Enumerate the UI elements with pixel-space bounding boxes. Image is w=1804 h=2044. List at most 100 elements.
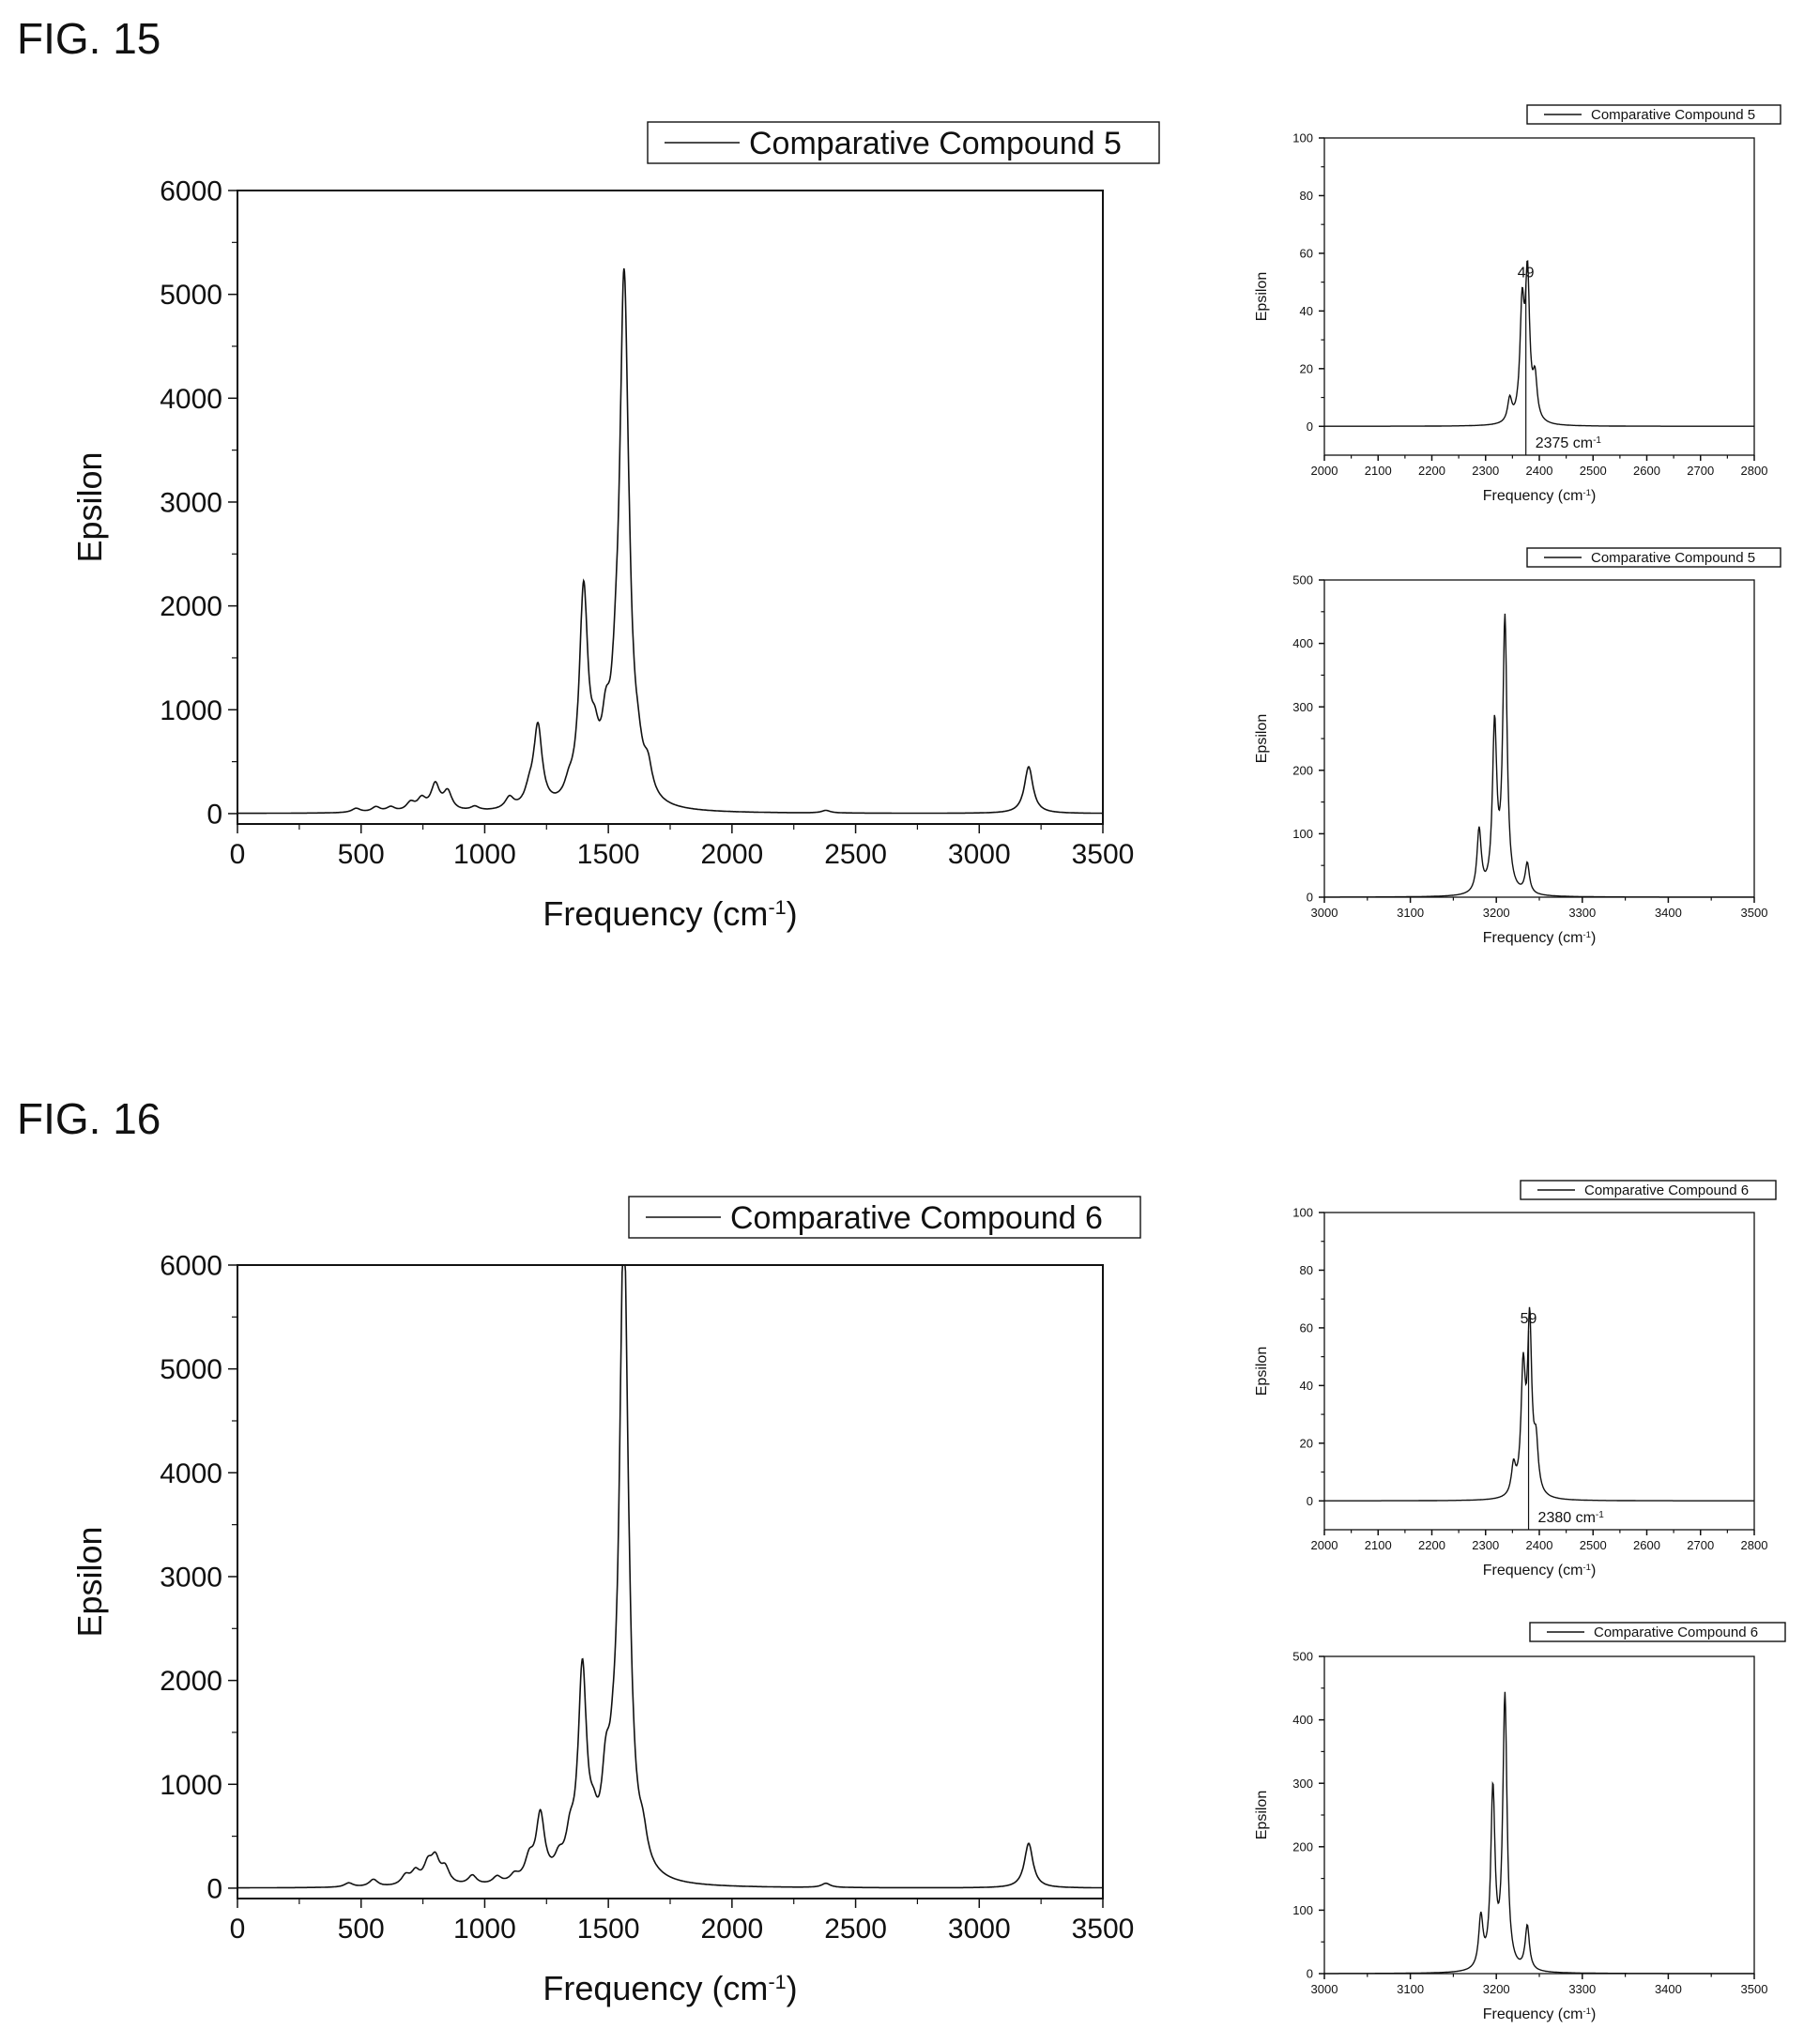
chart-2: 2000 2100 2200 2300 2400 2500 2600 2700 2800 0 20 4… (1254, 104, 1781, 505)
x-tick-label: 2300 (1472, 1538, 1499, 1552)
x-tick-label: 2100 (1365, 1538, 1392, 1552)
legend-label: Comparative Compound 6 (1594, 1625, 1758, 1640)
y-tick-label: 4000 (160, 1458, 222, 1489)
y-tick-label: 400 (1292, 636, 1313, 650)
legend-label: Comparative Compound 6 (1584, 1182, 1749, 1198)
legend-label: Comparative Compound 5 (1591, 550, 1755, 566)
x-axis-label: Frequency (cm-1) (543, 1969, 797, 2007)
x-tick-label: 2100 (1365, 464, 1392, 478)
x-tick-label: 3000 (1311, 906, 1338, 920)
x-tick-label: 2500 (824, 1914, 887, 1945)
y-tick-label: 0 (1307, 419, 1313, 434)
x-tick-label: 2200 (1418, 1538, 1445, 1552)
x-tick-label: 2000 (1311, 1538, 1338, 1552)
x-tick-label: 2800 (1741, 464, 1768, 478)
x-tick-label: 1500 (577, 839, 640, 870)
series-line (1324, 1306, 1754, 1502)
y-tick-label: 6000 (160, 1251, 222, 1282)
x-tick-label: 500 (338, 1914, 385, 1945)
x-tick-label: 500 (338, 839, 385, 870)
x-tick-label: 2700 (1687, 464, 1714, 478)
y-tick-label: 400 (1292, 1713, 1313, 1727)
y-tick-label: 200 (1292, 763, 1313, 777)
y-tick-label: 0 (206, 1873, 222, 1904)
x-tick-label: 3100 (1397, 906, 1424, 920)
x-tick-label: 1000 (453, 1914, 516, 1945)
chart-3: 3000 3100 3200 3300 3400 3500 0 100 200 300 400 500… (1254, 547, 1781, 947)
x-tick-label: 2600 (1633, 464, 1660, 478)
y-axis-label: Epsilon (1254, 1347, 1270, 1396)
chart-5: 2000 2100 2200 2300 2400 2500 2600 2700 2800 0 20 4… (1254, 1180, 1777, 1579)
x-axis-label: Frequency (cm-1) (1483, 1563, 1597, 1579)
x-tick-label: 3300 (1568, 1982, 1596, 1996)
chart-4: 0 500 1000 1500 2000 2500 3000 3500 0 1000 2000 300… (70, 1196, 1141, 2007)
y-tick-label: 40 (1300, 304, 1313, 318)
x-axis-label: Frequency (cm-1) (1483, 2006, 1597, 2023)
series-line (237, 1264, 1103, 1889)
x-tick-label: 2500 (1580, 464, 1607, 478)
legend-box (1526, 547, 1781, 568)
x-tick-label: 1500 (577, 1914, 640, 1945)
x-tick-label: 2000 (1311, 464, 1338, 478)
y-tick-label: 0 (1307, 891, 1313, 905)
x-tick-label: 2300 (1472, 464, 1499, 478)
x-tick-label: 2500 (824, 839, 887, 870)
plot-frame (237, 190, 1104, 825)
legend-box (1520, 1180, 1777, 1200)
y-axis-label: Epsilon (1254, 272, 1270, 321)
y-axis-label: Epsilon (1254, 1791, 1270, 1839)
peak-value-label: 49 (1518, 266, 1535, 282)
x-tick-label: 1000 (453, 839, 516, 870)
y-tick-label: 2000 (160, 1666, 222, 1697)
x-axis-label: Frequency (cm-1) (1483, 930, 1597, 947)
x-tick-label: 3200 (1483, 906, 1510, 920)
x-tick-label: 3000 (1311, 1982, 1338, 1996)
x-tick-label: 3500 (1741, 1982, 1768, 1996)
x-tick-label: 3500 (1072, 1914, 1135, 1945)
y-tick-label: 5000 (160, 1354, 222, 1385)
y-tick-label: 6000 (160, 176, 222, 207)
y-tick-label: 500 (1292, 1650, 1313, 1664)
y-tick-label: 60 (1300, 1320, 1313, 1335)
chart-1: 0 500 1000 1500 2000 2500 3000 3500 0 1000 2000 300… (70, 121, 1160, 933)
x-tick-label: 3500 (1072, 839, 1135, 870)
y-tick-label: 500 (1292, 573, 1313, 587)
legend-box (1529, 1622, 1786, 1642)
plot-frame (1323, 579, 1755, 898)
y-tick-label: 300 (1292, 1777, 1313, 1791)
legend-label: Comparative Compound 6 (730, 1200, 1103, 1236)
figure-label-15: FIG. 15 (17, 14, 161, 63)
x-tick-label: 2000 (700, 839, 763, 870)
y-tick-label: 40 (1300, 1379, 1313, 1393)
y-tick-label: 5000 (160, 280, 222, 311)
y-tick-label: 80 (1300, 189, 1313, 203)
x-tick-label: 2500 (1580, 1538, 1607, 1552)
figure-label-16: FIG. 16 (17, 1094, 161, 1143)
peak-value-label: 59 (1521, 1311, 1537, 1327)
y-tick-label: 0 (1307, 1494, 1313, 1508)
x-axis-label: Frequency (cm-1) (1483, 488, 1597, 505)
y-tick-label: 3000 (160, 1562, 222, 1593)
y-tick-label: 0 (1307, 1967, 1313, 1981)
y-tick-label: 4000 (160, 384, 222, 415)
y-axis-label: Epsilon (1254, 714, 1270, 763)
plot-frame (1323, 1655, 1755, 1975)
x-tick-label: 2800 (1741, 1538, 1768, 1552)
x-tick-label: 3200 (1483, 1982, 1510, 1996)
x-tick-label: 3300 (1568, 906, 1596, 920)
plot-frame (1323, 1212, 1755, 1531)
x-tick-label: 2000 (700, 1914, 763, 1945)
y-tick-label: 80 (1300, 1263, 1313, 1277)
x-tick-label: 2200 (1418, 464, 1445, 478)
x-tick-label: 3000 (948, 839, 1011, 870)
y-tick-label: 1000 (160, 1770, 222, 1801)
x-tick-label: 2700 (1687, 1538, 1714, 1552)
chart-6: 3000 3100 3200 3300 3400 3500 0 100 200 300 400 500… (1254, 1622, 1786, 2023)
y-tick-label: 100 (1292, 827, 1313, 841)
series-line (237, 267, 1103, 815)
series-line (1324, 260, 1754, 427)
series-line (1324, 1691, 1754, 1975)
y-tick-label: 3000 (160, 487, 222, 518)
y-tick-label: 100 (1292, 1206, 1313, 1220)
